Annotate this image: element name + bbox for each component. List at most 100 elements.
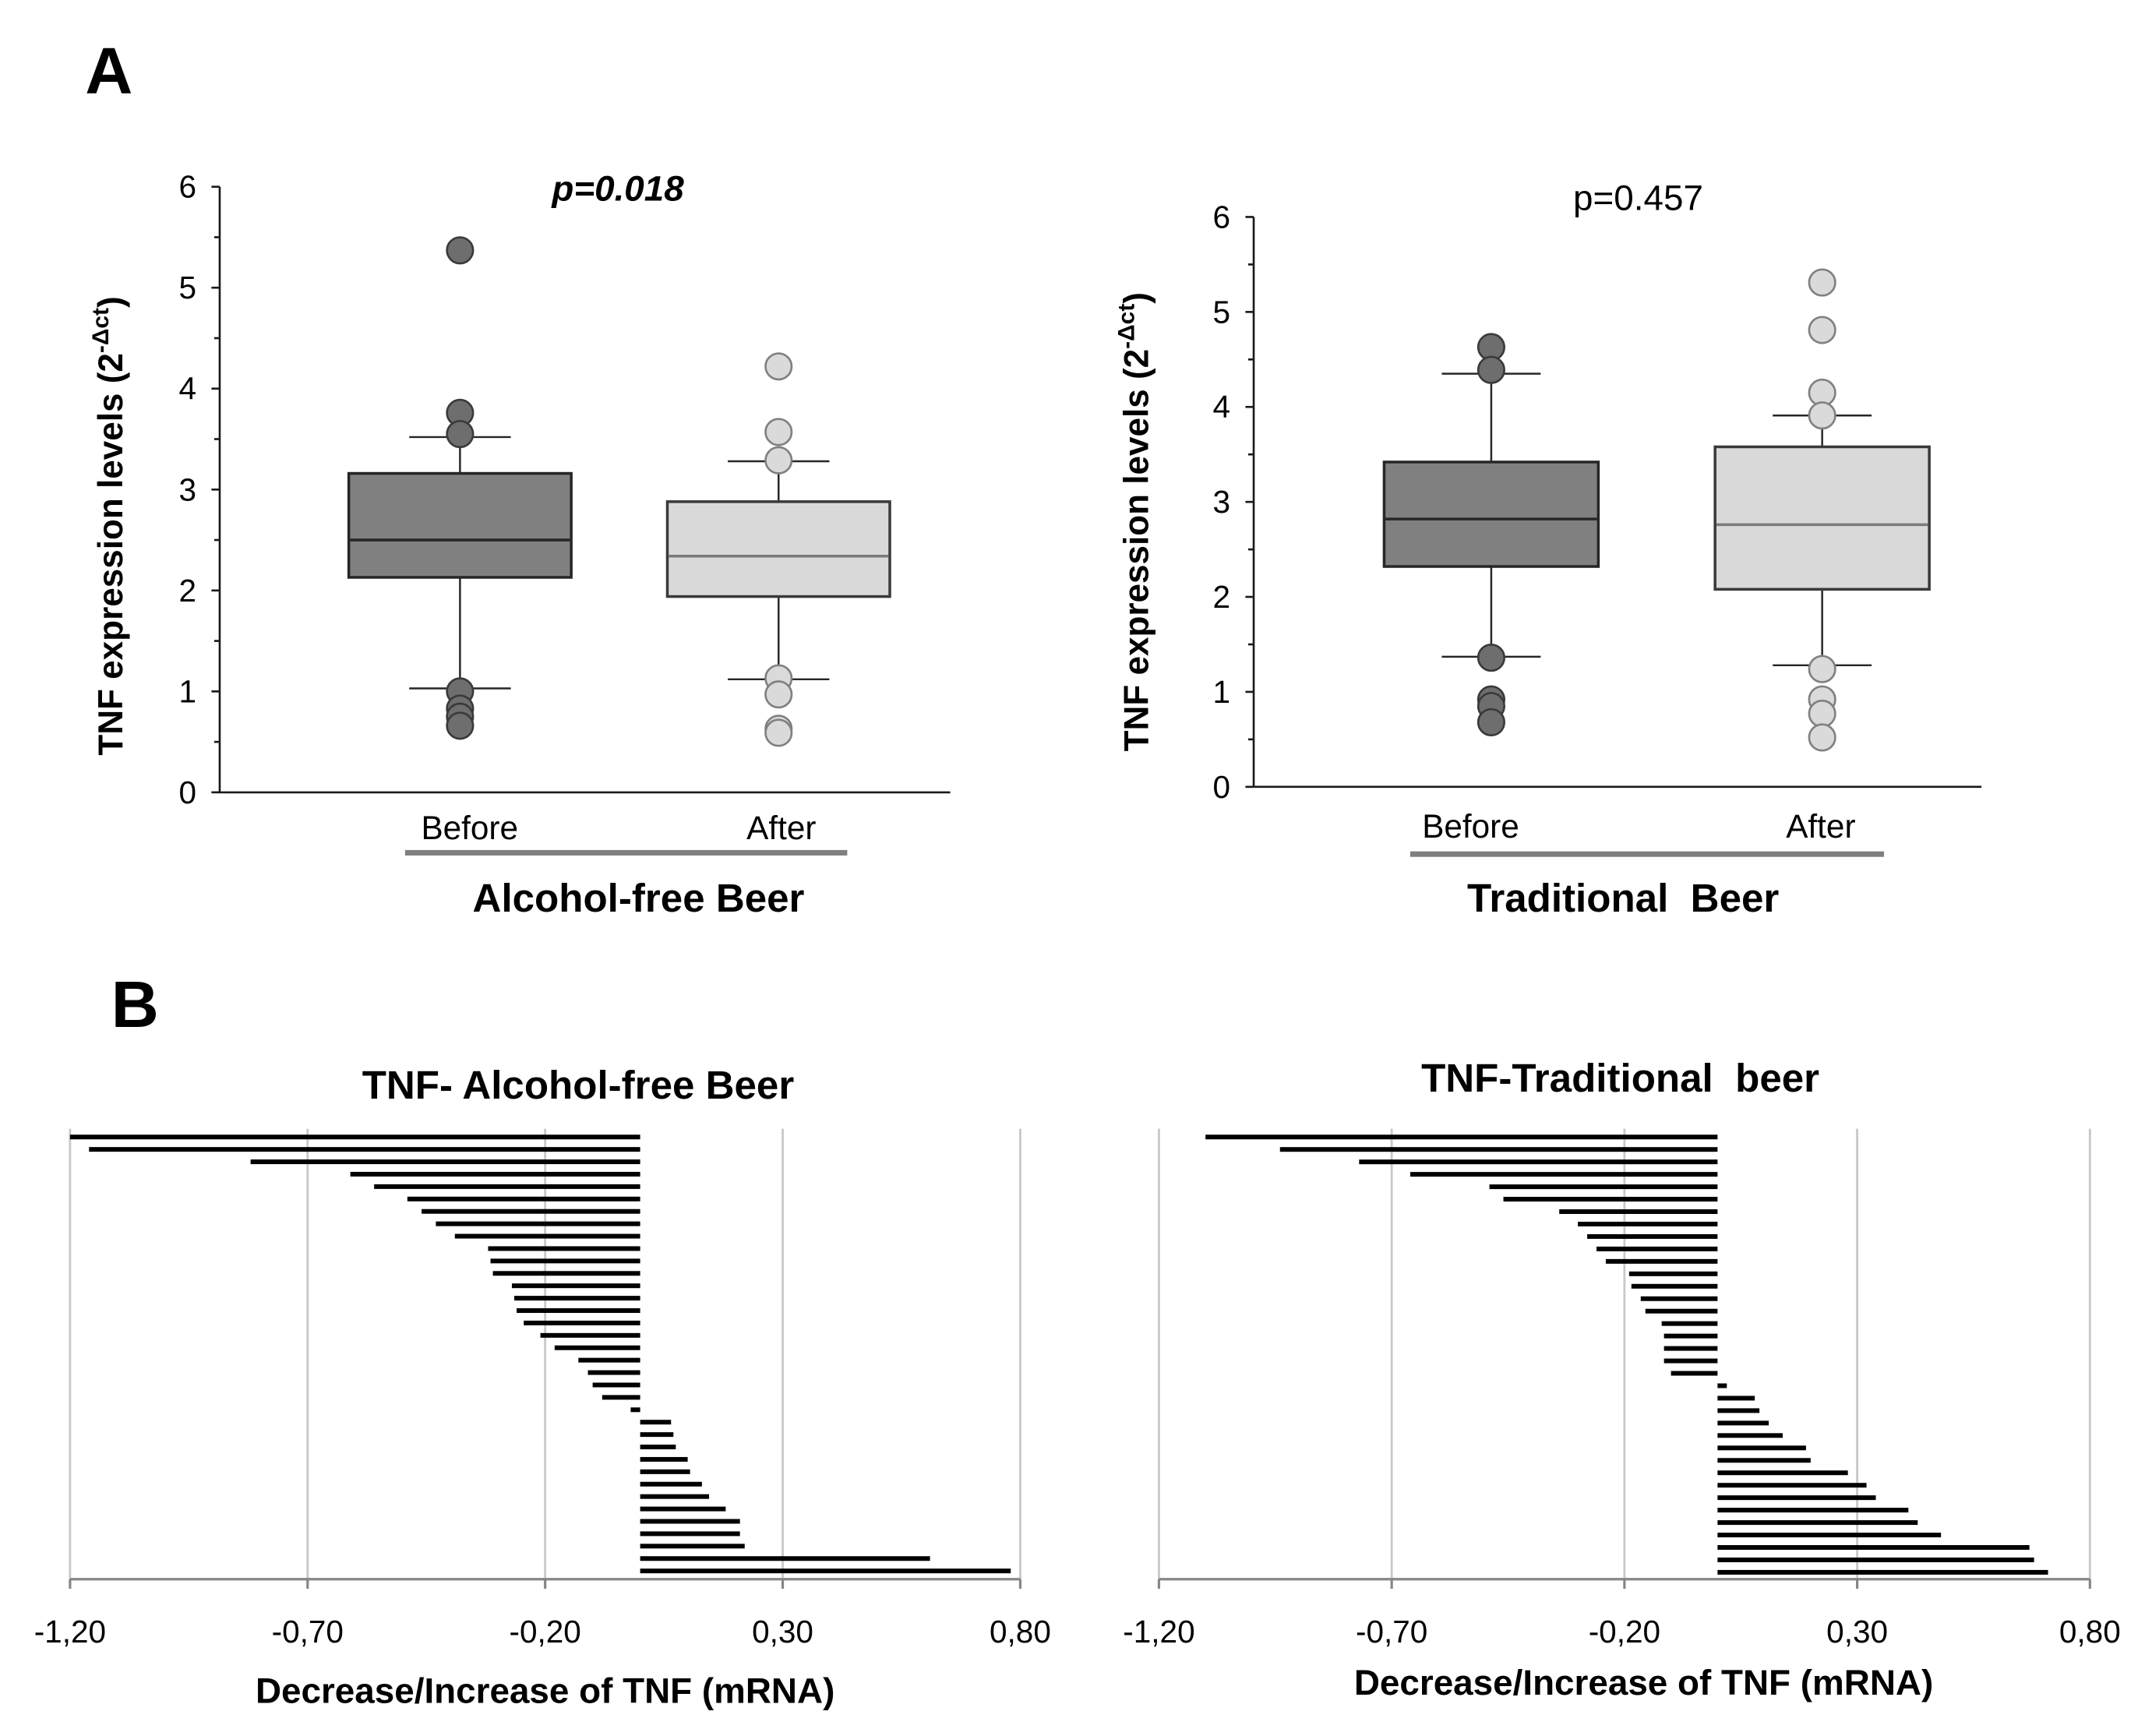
- bar: [350, 1171, 640, 1177]
- outlier-point: [446, 236, 475, 265]
- bar: [1717, 1557, 2034, 1562]
- bar: [1605, 1258, 1718, 1264]
- bar: [1205, 1134, 1718, 1140]
- x-axis-title: Decrease/Increase of TNF (mRNA): [1354, 1663, 1933, 1702]
- bar: [640, 1544, 745, 1549]
- bar: [511, 1283, 640, 1289]
- y-tick-label: 1: [1213, 674, 1231, 710]
- category-label-before: Before: [421, 810, 518, 846]
- bar: [1279, 1147, 1718, 1152]
- outlier-point: [446, 419, 475, 449]
- bar: [1489, 1184, 1718, 1190]
- y-axis-title-close: ): [92, 296, 130, 308]
- outlier-point: [1808, 401, 1836, 430]
- bar: [640, 1506, 726, 1512]
- bar: [640, 1481, 702, 1487]
- chart-title: TNF- Alcohol-free Beer: [362, 1063, 795, 1107]
- change-bar-chart-2: -1,20 -0,70 -0,20 0,30 0,80 TNF-Traditional b…: [1123, 1056, 2120, 1702]
- boxplot-chart-2: 0 1 2 3 4 5 6 TNF expression levels (2-Δct) p=0.…: [1114, 178, 1982, 920]
- y-axis-title-main: TNF expression levels (2: [1117, 349, 1155, 752]
- bar: [1717, 1433, 1783, 1438]
- category-label-after: After: [1786, 808, 1855, 845]
- bar: [1628, 1271, 1718, 1276]
- bar: [640, 1494, 710, 1499]
- outlier-point: [764, 718, 793, 747]
- bar: [1559, 1209, 1718, 1215]
- bar: [1640, 1296, 1718, 1301]
- y-axis-title: TNF expression levels (2-Δct): [1114, 292, 1156, 751]
- bar: [554, 1345, 640, 1350]
- bar: [492, 1271, 640, 1276]
- y-axis-title-superscript: -Δct: [88, 308, 114, 353]
- x-tick-label: 0,80: [990, 1614, 1051, 1650]
- outlier-point: [764, 352, 793, 381]
- category-label-before: Before: [1422, 808, 1519, 845]
- bar: [1410, 1172, 1718, 1177]
- y-tick-label: 1: [178, 673, 196, 709]
- p-value-label: p=0.457: [1573, 178, 1703, 218]
- y-axis-title-main: TNF expression levels (2: [92, 353, 130, 756]
- bar: [1717, 1458, 1811, 1463]
- bar: [1596, 1246, 1718, 1251]
- bar: [640, 1420, 672, 1425]
- box-group-after: [665, 352, 891, 747]
- category-label-after: After: [746, 810, 816, 846]
- bar: [640, 1519, 740, 1524]
- panel-a-label: A: [85, 34, 132, 108]
- bar: [488, 1246, 640, 1251]
- bar: [640, 1432, 674, 1438]
- bar: [517, 1308, 640, 1314]
- x-tick-label: 0,30: [1826, 1614, 1888, 1650]
- outlier-point: [1476, 707, 1505, 737]
- bar: [1717, 1569, 2048, 1575]
- bar: [1661, 1321, 1718, 1326]
- bar: [630, 1407, 640, 1413]
- bar: [602, 1395, 640, 1400]
- y-tick-label: 5: [1213, 294, 1231, 330]
- group-underline: [404, 849, 848, 856]
- bar: [640, 1568, 1011, 1574]
- y-tick-label: 3: [178, 471, 196, 507]
- bar: [540, 1332, 640, 1338]
- bar: [1717, 1396, 1755, 1401]
- outlier-point: [446, 711, 475, 740]
- bar: [1717, 1544, 2030, 1550]
- bar: [1631, 1283, 1718, 1289]
- y-tick-label: 0: [1213, 769, 1231, 805]
- y-tick-label: 0: [178, 774, 196, 810]
- bar: [1663, 1346, 1718, 1351]
- bar: [640, 1445, 676, 1450]
- bar: [1717, 1520, 1918, 1526]
- y-axis-title-superscript: -Δct: [1114, 304, 1140, 349]
- bar: [1671, 1371, 1718, 1376]
- bar: [1717, 1383, 1727, 1388]
- y-tick-label: 5: [178, 270, 196, 305]
- bar: [592, 1382, 640, 1388]
- iqr-box: [665, 500, 891, 598]
- bar: [640, 1456, 688, 1462]
- bar: [1587, 1233, 1718, 1239]
- bar: [640, 1556, 930, 1561]
- x-axis-title: Decrease/Increase of TNF (mRNA): [256, 1671, 834, 1710]
- group-label: Alcohol-free Beer: [473, 876, 805, 920]
- bar: [524, 1320, 640, 1325]
- y-tick-label: 2: [178, 573, 196, 609]
- outlier-point: [764, 446, 793, 475]
- outlier-point: [764, 680, 793, 709]
- x-tick-label: -0,20: [1589, 1614, 1660, 1650]
- iqr-box: [347, 471, 573, 579]
- bar: [1578, 1221, 1718, 1226]
- bar: [587, 1370, 640, 1375]
- y-axis-title-close: ): [1117, 292, 1155, 304]
- bar: [69, 1134, 640, 1140]
- bar: [407, 1196, 640, 1201]
- bar: [436, 1221, 640, 1226]
- x-tick-label: -1,20: [1123, 1614, 1194, 1650]
- outlier-point: [1808, 655, 1836, 683]
- bar: [578, 1357, 640, 1363]
- bar: [1359, 1159, 1718, 1165]
